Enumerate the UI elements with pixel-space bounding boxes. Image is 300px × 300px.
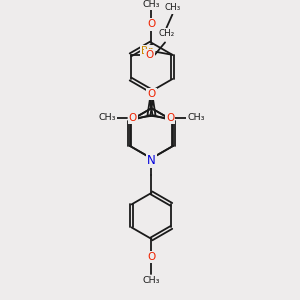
Text: CH₃: CH₃ bbox=[164, 3, 181, 12]
Text: N: N bbox=[147, 154, 156, 167]
Text: O: O bbox=[148, 89, 156, 99]
Text: O: O bbox=[145, 50, 154, 60]
Text: CH₃: CH₃ bbox=[143, 276, 160, 285]
Text: O: O bbox=[129, 113, 137, 123]
Text: CH₃: CH₃ bbox=[188, 113, 205, 122]
Text: O: O bbox=[147, 252, 156, 262]
Text: CH₂: CH₂ bbox=[158, 29, 175, 38]
Text: O: O bbox=[147, 89, 155, 99]
Text: Br: Br bbox=[141, 46, 152, 56]
Text: CH₃: CH₃ bbox=[143, 0, 160, 9]
Text: O: O bbox=[147, 20, 156, 29]
Text: CH₃: CH₃ bbox=[98, 113, 116, 122]
Text: O: O bbox=[166, 113, 174, 123]
